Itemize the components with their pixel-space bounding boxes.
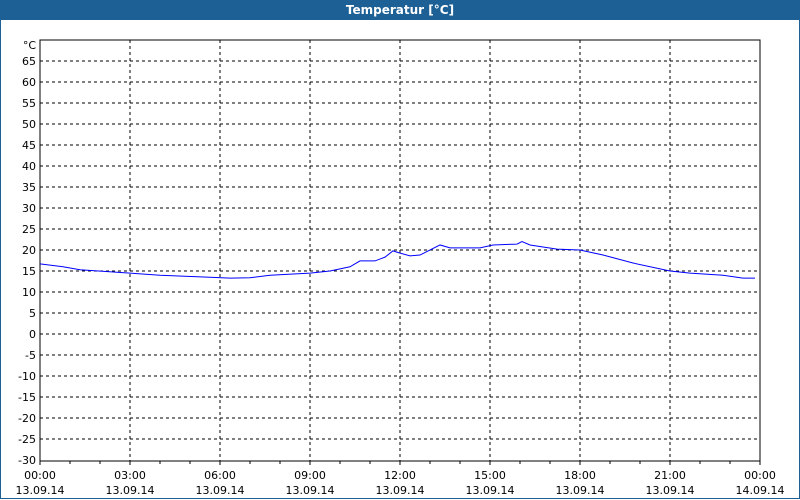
y-tick-label: 45	[22, 139, 36, 152]
plot-area-border	[39, 39, 761, 462]
y-tick-label: 55	[22, 97, 36, 110]
x-tick-date: 13.09.14	[556, 484, 605, 497]
x-tick-time: 09:00	[294, 469, 326, 482]
y-tick-label: -15	[18, 391, 36, 404]
y-tick-label: -30	[18, 454, 36, 467]
y-tick-label: 30	[22, 202, 36, 215]
y-tick-label: 15	[22, 265, 36, 278]
x-tick-time: 12:00	[384, 469, 416, 482]
x-tick-time: 18:00	[564, 469, 596, 482]
x-tick-time: 15:00	[474, 469, 506, 482]
x-tick-date: 13.09.14	[376, 484, 425, 497]
y-tick-label: 5	[29, 307, 36, 320]
x-tick-date: 13.09.14	[466, 484, 515, 497]
y-tick-label: 25	[22, 223, 36, 236]
x-tick-date: 13.09.14	[646, 484, 695, 497]
temperature-series-line	[39, 241, 755, 279]
y-tick-label: 50	[22, 118, 36, 131]
y-tick-label: 0	[29, 328, 36, 341]
x-tick-time: 00:00	[24, 469, 56, 482]
x-tick-time: 06:00	[204, 469, 236, 482]
x-tick-date: 13.09.14	[16, 484, 65, 497]
y-tick-label: -5	[25, 349, 36, 362]
x-tick-time: 21:00	[654, 469, 686, 482]
x-tick-date: 13.09.14	[286, 484, 335, 497]
x-tick-time: 00:00	[744, 469, 776, 482]
y-unit-label: °C	[23, 39, 37, 52]
y-tick-label: 35	[22, 181, 36, 194]
y-tick-label: 65	[22, 55, 36, 68]
y-tick-label: 10	[22, 286, 36, 299]
x-tick-date: 13.09.14	[196, 484, 245, 497]
y-tick-label: -10	[18, 370, 36, 383]
y-tick-label: 40	[22, 160, 36, 173]
x-tick-date: 14.09.14	[736, 484, 785, 497]
y-tick-label: -25	[18, 433, 36, 446]
y-tick-label: 20	[22, 244, 36, 257]
x-tick-date: 13.09.14	[106, 484, 155, 497]
y-tick-label: -20	[18, 412, 36, 425]
x-tick-time: 03:00	[114, 469, 146, 482]
chart-title: Temperatur [°C]	[0, 0, 800, 20]
y-tick-label: 60	[22, 76, 36, 89]
